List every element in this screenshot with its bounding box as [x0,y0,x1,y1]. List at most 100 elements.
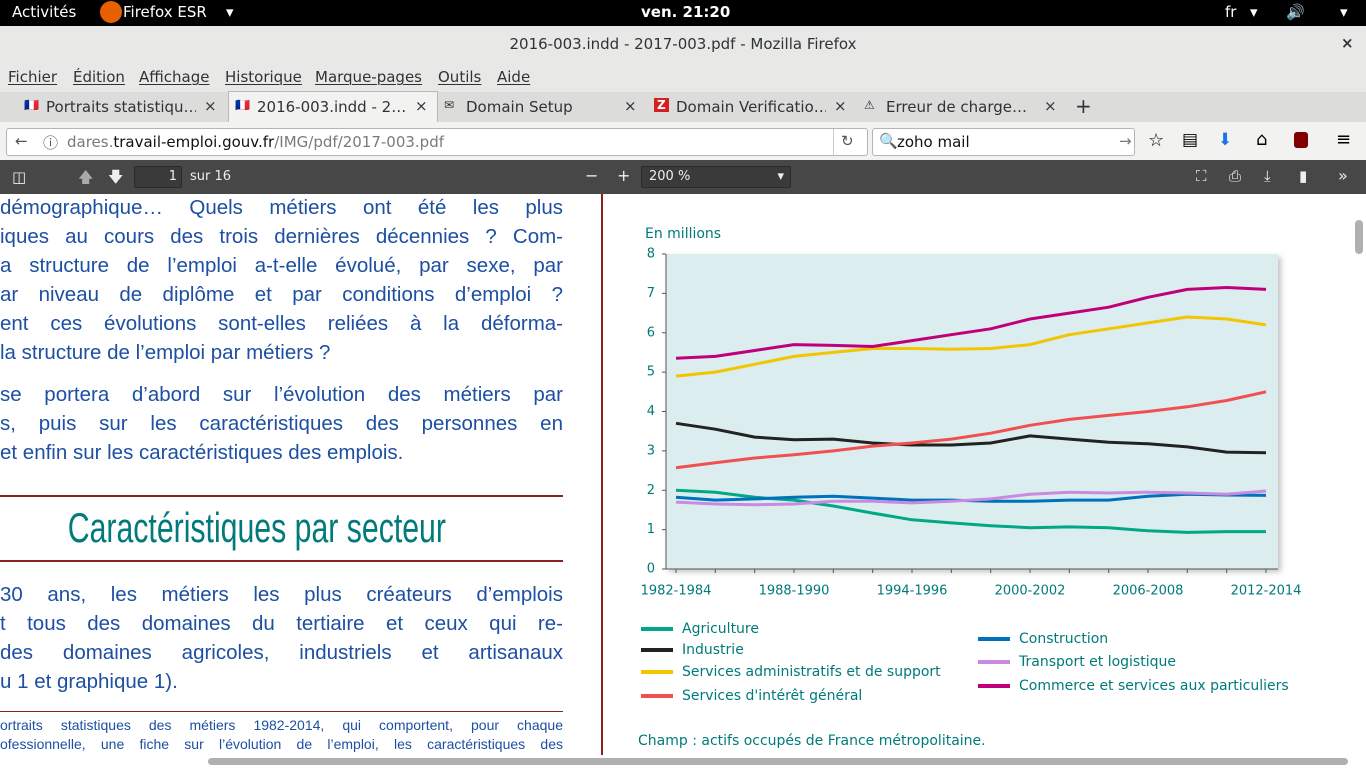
chart: En millions Champ : actifs occupés de Fr… [638,226,1302,749]
text-line: iques au cours des trois dernières décen… [0,225,563,248]
text-line: t tous des domaines du tertiaire et ceux… [0,612,563,635]
pdf-toolbar: ◫ 🡅 🡇 1 sur 16 − + 200 % ▾ ⛶ ⎙ ⤓ ▮ » [0,160,1366,194]
text-line: se portera d’abord sur l’évolution des m… [0,383,563,406]
tools[interactable]: » [1338,166,1348,185]
menu-item[interactable]: Historique [225,68,302,86]
tab[interactable]: ⚠ Erreur de charge… × [858,92,1066,122]
url: dares.travail-emploi.gouv.fr/IMG/pdf/201… [67,133,444,151]
presentation-mode[interactable]: ⛶ [1196,167,1207,185]
y-tick-label: 5 [647,365,655,380]
downloads[interactable]: ⬇ [1218,130,1233,150]
tab-title: 2016-003.indd - 2… [257,98,407,116]
tab-title: Domain Verificatio… [676,98,826,116]
language[interactable]: fr [1225,3,1237,21]
print[interactable]: ⎙ [1229,167,1242,185]
zoom-in[interactable]: + [617,166,631,185]
clock[interactable]: ven. 21:20 [641,3,731,21]
tab-close[interactable]: × [624,97,637,115]
previous-page[interactable]: 🡅 [78,168,94,186]
legend-label: Commerce et services aux particuliers [1019,678,1289,694]
reload[interactable]: ↻ [841,132,854,150]
new-tab[interactable]: + [1075,94,1092,118]
tab[interactable]: ✉ Domain Setup × [438,92,646,122]
sidebar-toggle[interactable]: ◫ [12,168,27,186]
search-text: zoho mail [897,133,970,151]
zoom-select[interactable]: 200 % ▾ [641,166,791,188]
tab[interactable]: 🇫🇷 Portraits statistiqu… × [18,92,226,122]
system-menu-arrow[interactable]: ▾ [1340,3,1348,21]
text-line: 30 ans, les métiers les plus créateurs d… [0,583,563,606]
next-page[interactable]: 🡇 [108,168,124,186]
series-line [675,390,1267,470]
section-heading: Caractéristiques par secteur [67,504,446,551]
search-icon: 🔍 [879,132,898,150]
menu-item[interactable]: Aide [497,68,531,86]
menu-item[interactable]: Affichage [139,68,210,86]
tab-icon: ✉ [444,98,455,112]
system-bar: Activités Firefox ESR ▾ ven. 21:20 fr ▾ … [0,0,1366,26]
text-line: ortraits statistiques des métiers 1982-2… [0,717,563,733]
window-title: 2016-003.indd - 2017-003.pdf - Mozilla F… [509,35,857,53]
menu-item[interactable]: Édition [73,68,125,86]
menu-item[interactable]: Fichier [8,68,58,86]
series-line [675,421,1267,455]
menu-item[interactable]: Outils [438,68,482,86]
tab-close[interactable]: × [415,97,428,115]
tab-icon: Z [654,98,669,112]
rule-bottom [0,560,563,562]
x-tick-label: 1994-1996 [877,584,948,599]
ublock[interactable] [1294,132,1308,148]
legend-label: Industrie [682,642,744,658]
y-tick-label: 0 [647,562,655,577]
tab-close[interactable]: × [1044,97,1057,115]
legend-label: Services d'intérêt général [682,688,862,704]
language-arrow: ▾ [1250,3,1258,21]
text-line: des domaines agricoles, industriels et a… [0,641,563,664]
title-bar: 2016-003.indd - 2017-003.pdf - Mozilla F… [0,26,1366,62]
bookmark-star[interactable]: ☆ [1148,130,1165,151]
text-line: ent ces évolutions sont-elles reliées à … [0,312,563,335]
firefox-icon [100,1,122,23]
page-input[interactable]: 1 [134,166,182,188]
app-menu[interactable]: Firefox ESR [123,3,207,21]
reader-list[interactable]: ▤ [1182,130,1199,150]
vertical-scrollbar[interactable] [1355,220,1363,254]
search-bar[interactable]: 🔍 zoho mail → [872,128,1135,156]
url-bar[interactable]: ← ⓘ dares.travail-emploi.gouv.fr/IMG/pdf… [6,128,868,156]
text-line: a structure de l’emploi a-t-elle évolué,… [0,254,563,277]
tab-icon: ⚠ [864,98,875,112]
series-line [675,315,1267,378]
legend-label: Transport et logistique [1018,654,1176,670]
site-info[interactable]: ⓘ [43,134,59,152]
zoom-out[interactable]: − [585,166,599,185]
search-go[interactable]: → [1119,132,1132,150]
tab-close[interactable]: × [204,97,217,115]
plot-area [666,254,1278,569]
y-tick-label: 1 [647,522,655,537]
url-path: /IMG/pdf/2017-003.pdf [274,133,445,151]
open-menu[interactable]: ≡ [1336,129,1352,150]
activities[interactable]: Activités [12,3,77,21]
active-tab[interactable]: 🇫🇷 2016-003.indd - 2… × [228,91,438,122]
column-rule [601,194,603,755]
url-prefix: dares. [67,133,114,151]
close-window[interactable]: × [1341,34,1354,52]
tab-icon: 🇫🇷 [235,98,250,112]
tab[interactable]: Z Domain Verificatio… × [648,92,856,122]
bookmark[interactable]: ▮ [1299,167,1308,185]
back-button[interactable]: ← [15,132,28,150]
series-line [675,286,1267,360]
zoom-arrow: ▾ [777,169,784,184]
horizontal-scrollbar[interactable] [208,758,1348,765]
legend-label: Agriculture [682,621,759,637]
x-tick-label: 2012-2014 [1231,584,1302,599]
app-menu-arrow: ▾ [226,3,234,21]
tab-close[interactable]: × [834,97,847,115]
y-tick-label: 4 [647,404,655,419]
tab-title: Erreur de charge… [886,98,1028,116]
download[interactable]: ⤓ [1264,167,1271,185]
volume-icon[interactable]: 🔊 [1286,3,1305,21]
home[interactable]: ⌂ [1256,129,1268,150]
menu-item[interactable]: Marque-pages [315,68,422,86]
legend-label: Services administratifs et de support [682,664,941,680]
